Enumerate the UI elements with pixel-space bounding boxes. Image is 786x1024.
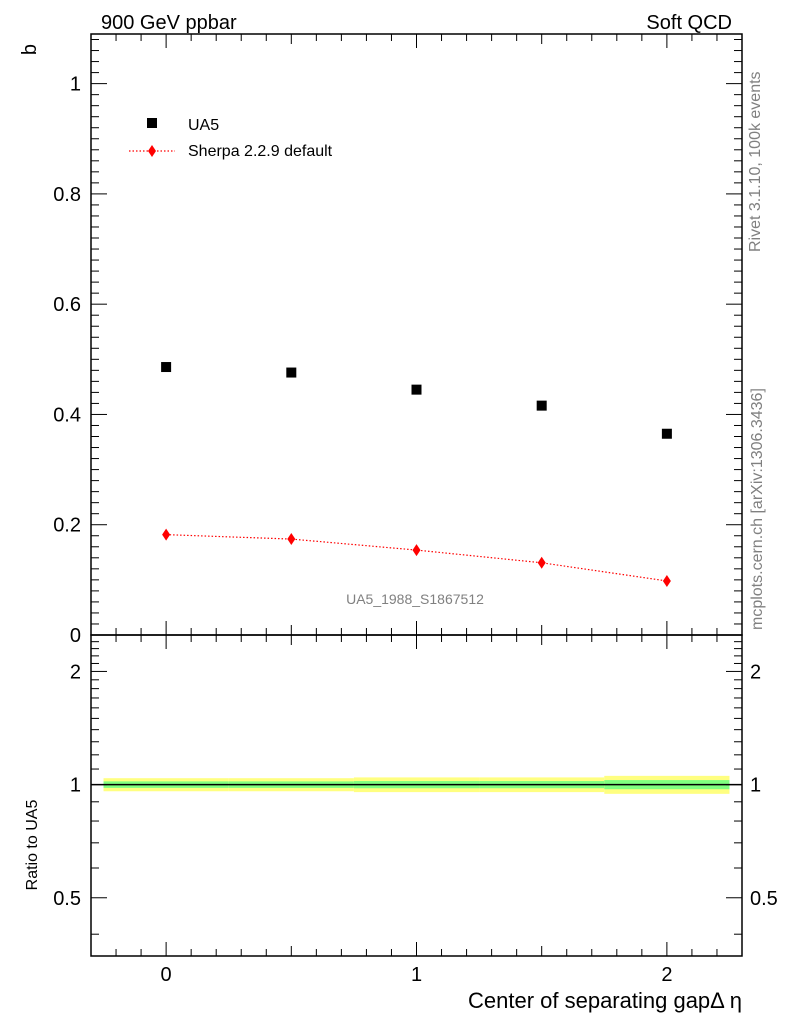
y-tick-label: 0.6 [53, 294, 81, 316]
sherpa-line [166, 534, 667, 582]
ua5-point [286, 367, 297, 378]
sherpa-point [287, 533, 296, 546]
ratio-y-tick-label-left: 1 [70, 775, 81, 797]
header-left-title: 900 GeV ppbar [101, 12, 237, 34]
ratio-ylabel: Ratio to UA5 [24, 800, 41, 891]
main-ylabel: b [19, 44, 41, 55]
y-tick-label: 0.8 [53, 184, 81, 206]
y-tick-label: 0.4 [53, 404, 81, 426]
legend-marker-sherpa [148, 145, 156, 157]
ua5-point [661, 428, 672, 439]
ratio-y-tick-label-right: 0.5 [750, 888, 778, 910]
ua5-point [536, 400, 547, 411]
ratio-y-tick-label-right: 2 [750, 661, 761, 683]
x-tick-label: 0 [161, 964, 172, 986]
ratio-panel-frame [90, 634, 743, 957]
mcplots-label: mcplots.cern.ch [arXiv:1306.3436] [749, 388, 766, 630]
watermark: UA5_1988_S1867512 [346, 591, 484, 607]
ratio-y-tick-label-left: 0.5 [53, 888, 81, 910]
sherpa-point [412, 544, 421, 557]
x-tick-label: 1 [411, 964, 422, 986]
axes: 0 1 2 0 0.2 0.4 0.6 0.8 1 0.5 0.5 1 1 2 2 [53, 34, 778, 986]
rivet-label: Rivet 3.1.10, 100k events [747, 71, 764, 252]
y-tick-label: 0 [70, 625, 81, 647]
ratio-xlabel: Center of separating gapΔ η [468, 988, 742, 1013]
ua5-point [411, 384, 422, 395]
y-tick-label: 1 [70, 74, 81, 96]
header-right-title: Soft QCD [646, 12, 732, 34]
sherpa-point [162, 528, 171, 541]
main-panel-content [161, 362, 672, 587]
legend-label-sherpa: Sherpa 2.2.9 default [188, 143, 333, 160]
legend: UA5 Sherpa 2.2.9 default [129, 117, 333, 160]
ratio-y-tick-label-right: 1 [750, 775, 761, 797]
x-tick-label: 2 [661, 964, 672, 986]
legend-label-ua5: UA5 [188, 117, 219, 134]
legend-marker-ua5 [147, 118, 157, 128]
sherpa-point [537, 556, 546, 569]
ua5-point [161, 362, 172, 373]
ratio-panel-content [91, 775, 742, 794]
y-tick-label: 0.2 [53, 515, 81, 537]
ratio-y-tick-label-left: 2 [70, 661, 81, 683]
sherpa-point [662, 574, 671, 587]
